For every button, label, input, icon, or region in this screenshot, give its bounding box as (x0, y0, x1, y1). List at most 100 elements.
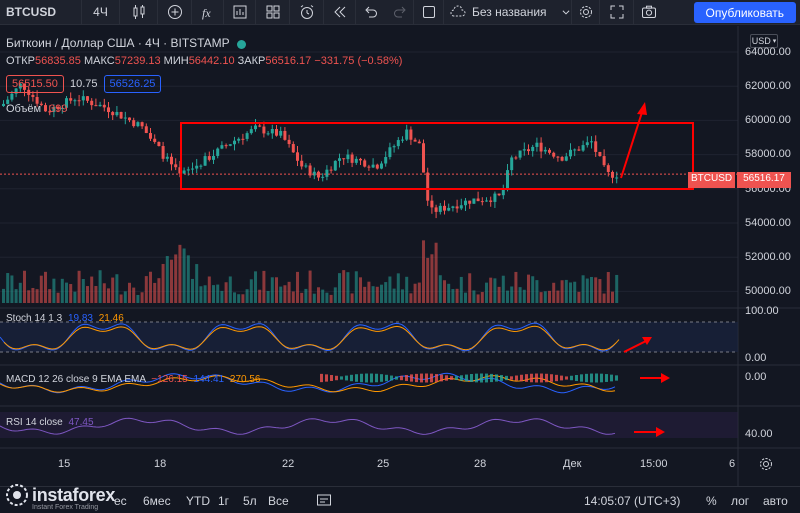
clock-time[interactable]: 14:05:07 (UTC+3) (584, 494, 681, 508)
publish-label: Опубликовать (705, 5, 784, 20)
volume-bar (325, 292, 329, 303)
candle-body (531, 146, 535, 152)
undo-button[interactable] (356, 0, 386, 25)
macd-legend: MACD 12 26 close 9 EMA EMA −126.15 144.4… (6, 374, 260, 385)
market-status-dot (236, 39, 246, 49)
macd-histogram-bar (420, 373, 423, 383)
candle-body (501, 189, 505, 196)
rsi-scale: 40.00 (745, 428, 773, 440)
candle-body (291, 144, 295, 153)
volume-bar (115, 274, 119, 303)
volume-bar (65, 282, 68, 303)
time-axis-label: Дек (563, 458, 582, 470)
candle-body (329, 169, 333, 171)
alert-button[interactable] (290, 0, 324, 25)
candle-body (144, 126, 148, 134)
candle-body (438, 205, 442, 212)
expand-icon (610, 5, 623, 19)
candle-body (233, 140, 236, 145)
volume-bar (405, 276, 409, 303)
period-button[interactable]: 6мес (143, 494, 171, 508)
candle-body (228, 144, 232, 146)
time-axis-label: 15:00 (640, 458, 668, 470)
period-button[interactable]: YTD (186, 494, 210, 508)
candle-body (506, 170, 509, 190)
candle-body (359, 158, 362, 161)
low-label: МИН (163, 55, 189, 67)
chart-pane[interactable]: Биткоин / Доллар США · 4Ч · BITSTAMP ОТК… (0, 26, 800, 486)
volume-bar (388, 276, 392, 303)
layout-name-dropdown[interactable]: Без названия (444, 0, 572, 25)
candle-body (262, 126, 266, 134)
indicators-button[interactable]: fx (192, 0, 224, 25)
candle-body (69, 98, 73, 101)
auto-scale-toggle[interactable]: авто (763, 494, 788, 508)
candle-body (367, 166, 371, 168)
stoch-arrow-line (623, 339, 649, 353)
templates-button[interactable] (224, 0, 256, 25)
macd-histogram-bar (585, 373, 588, 383)
volume-bar (27, 290, 31, 303)
candle-body (283, 130, 287, 140)
period-button[interactable]: ес (114, 494, 127, 508)
candle-body (279, 130, 283, 136)
publish-button[interactable]: Опубликовать (693, 2, 796, 23)
candle-body (497, 193, 501, 196)
log-scale-toggle[interactable]: лог (731, 494, 750, 508)
volume-bar (409, 293, 413, 303)
volume-bar (506, 290, 509, 303)
candle-body (354, 158, 358, 163)
candle-body (77, 100, 81, 102)
breakout-arrow-head (637, 102, 647, 115)
period-button[interactable]: 5л (243, 494, 257, 508)
volume-bar (254, 271, 257, 303)
volume-bar (447, 283, 451, 303)
volume-bar (371, 286, 375, 303)
period-button[interactable]: 1г (218, 494, 230, 508)
volume-bar (2, 288, 5, 303)
chart-canvas[interactable] (0, 26, 800, 486)
candle-body (195, 165, 199, 169)
volume-bar (380, 284, 383, 303)
settings-button[interactable] (572, 0, 600, 25)
interval-button[interactable]: 4Ч (82, 0, 120, 25)
date-range-icon[interactable] (316, 493, 332, 507)
candle-body (585, 142, 589, 146)
macd-histogram-bar (500, 375, 503, 381)
fullscreen-select-button[interactable] (414, 0, 444, 25)
candle-body (149, 133, 152, 139)
macd-histogram-bar (375, 373, 378, 383)
macd-histogram-bar (430, 373, 433, 383)
sell-price-box[interactable]: 56515.50 (6, 75, 64, 93)
symbol-search-button[interactable]: BTCUSD (0, 0, 82, 25)
volume-bar (615, 274, 619, 303)
volume-bar (321, 289, 325, 303)
macd-histogram-bar (335, 375, 338, 381)
time-axis-label: 6 (729, 458, 736, 470)
candle-body (468, 200, 472, 204)
fullscreen-button[interactable] (600, 0, 634, 25)
cloud-icon (450, 5, 466, 17)
layout-button[interactable] (256, 0, 290, 25)
candle-body (417, 141, 421, 144)
currency-selector[interactable]: USD ▾ (750, 34, 778, 48)
candle-body (539, 142, 543, 152)
time-axis-settings-icon[interactable] (758, 456, 774, 472)
percent-scale-toggle[interactable]: % (706, 494, 717, 508)
volume-bar (535, 280, 539, 303)
macd-histogram-bar (340, 376, 343, 380)
snapshot-button[interactable] (634, 0, 664, 25)
volume-bar (573, 281, 577, 303)
chart-type-button[interactable] (120, 0, 158, 25)
redo-button[interactable] (386, 0, 414, 25)
volume-bar (472, 290, 476, 303)
volume-bar (451, 289, 455, 303)
macd-histogram-bar (380, 374, 383, 382)
volume-bar (237, 294, 241, 303)
period-button[interactable]: Все (268, 494, 289, 508)
replay-button[interactable] (324, 0, 356, 25)
buy-price-box[interactable]: 56526.25 (103, 75, 162, 93)
candle-body (119, 111, 123, 119)
compare-button[interactable] (158, 0, 192, 25)
volume-bar (94, 286, 98, 303)
